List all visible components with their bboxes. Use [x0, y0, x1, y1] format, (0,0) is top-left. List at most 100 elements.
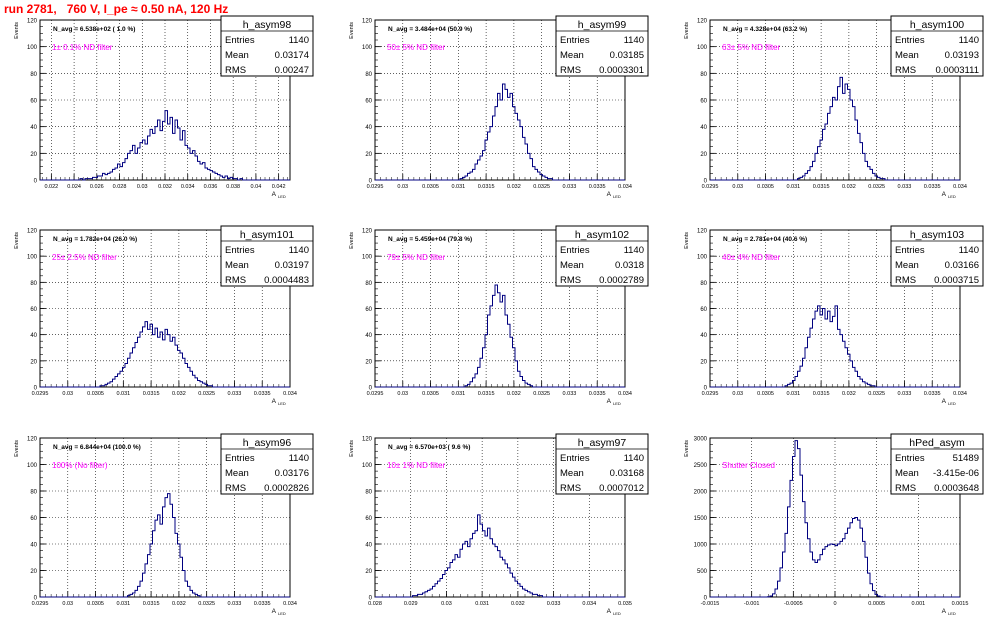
y-axis-title: Events	[684, 440, 690, 457]
stats-key: RMS	[225, 275, 246, 286]
x-tick-label: 0.0325	[198, 391, 215, 397]
y-tick-label: 60	[365, 307, 372, 313]
x-tick-label: 0.031	[786, 391, 800, 397]
x-axis-title-subscript: LED	[278, 611, 286, 616]
n-avg-label: N_avg = 4.328e+04 (63.2 %)	[723, 26, 807, 33]
panel-h_asym98: 0 20 40 60 80 100 120 0.022 0.024 0.026 0.028 0.03 0…	[14, 15, 314, 199]
stats-value: 0.0003111	[936, 65, 980, 76]
y-tick-label: 0	[704, 596, 708, 602]
x-tick-label: 0.034	[283, 391, 297, 397]
x-tick-label: 0.0295	[32, 391, 49, 397]
y-tick-label: 500	[697, 569, 708, 575]
stats-key: Entries	[225, 35, 255, 46]
x-tick-label: 0.032	[511, 601, 525, 607]
y-tick-label: 40	[365, 543, 372, 549]
stats-key: Mean	[895, 50, 919, 61]
x-tick-label: 0.032	[507, 391, 521, 397]
x-tick-label: 0.034	[618, 184, 632, 190]
y-tick-label: 40	[30, 543, 37, 549]
x-tick-label: 0.024	[67, 184, 81, 190]
y-tick-label: 0	[704, 179, 708, 185]
y-tick-label: 80	[365, 72, 372, 78]
y-tick-label: 20	[30, 569, 37, 575]
stats-value: 0.03185	[610, 50, 644, 61]
stats-value: 0.03197	[275, 260, 309, 271]
x-tick-label: 0.0295	[702, 184, 719, 190]
stats-value: 1140	[959, 35, 979, 46]
x-tick-label: 0.033	[228, 601, 242, 607]
y-tick-label: 100	[27, 45, 38, 51]
x-axis-title: A	[272, 191, 277, 198]
stats-key: Entries	[895, 35, 925, 46]
filter-annotation: 63± 5% ND filter	[722, 43, 781, 52]
panel-h_asym99: 0 20 40 60 80 100 120 0.0295 0.03 0.0305 0.031 0.03…	[349, 15, 649, 199]
y-tick-label: 40	[700, 333, 707, 339]
y-tick-label: 20	[365, 359, 372, 365]
stats-title: h_asym100	[910, 19, 964, 31]
stats-key: Entries	[225, 453, 255, 464]
x-tick-label: 0.033	[547, 601, 561, 607]
stats-key: Entries	[895, 453, 925, 464]
y-tick-label: 120	[362, 437, 373, 443]
y-tick-label: 80	[365, 490, 372, 496]
filter-annotation: 50± 5% ND filter	[387, 43, 446, 52]
stats-value: 0.0002789	[599, 275, 644, 286]
y-tick-label: 0	[34, 386, 38, 392]
x-tick-label: 0.042	[272, 184, 286, 190]
x-tick-label: 0.03	[397, 391, 408, 397]
y-axis-title: Events	[349, 440, 355, 457]
x-tick-label: 0.0335	[924, 184, 941, 190]
stats-title: h_asym96	[243, 437, 292, 449]
y-tick-label: 0	[369, 386, 373, 392]
y-tick-label: 20	[365, 152, 372, 158]
stats-key: Entries	[895, 245, 925, 256]
stats-value: 0.00247	[275, 65, 309, 76]
x-tick-label: 0.032	[842, 391, 856, 397]
x-tick-label: 0.031	[786, 184, 800, 190]
y-tick-label: 60	[30, 307, 37, 313]
x-tick-label: 0.0305	[422, 391, 439, 397]
y-tick-label: 60	[700, 307, 707, 313]
y-tick-label: 100	[27, 463, 38, 469]
stats-title: hPed_asym	[909, 437, 965, 449]
stats-key: RMS	[560, 65, 581, 76]
n-avg-label: N_avg = 5.459e+04 (79.8 %)	[388, 236, 472, 243]
y-tick-label: 20	[30, 152, 37, 158]
x-tick-label: 0.0295	[702, 391, 719, 397]
stats-key: RMS	[895, 483, 916, 494]
panel-h_asym97: 0 20 40 60 80 100 120 0.028 0.029 0.03 0.031 0.032 0…	[349, 433, 649, 616]
panel-hPed_asym: 0 500 1000 1500 2000 2500 3000 -0.0015 -0.001 -0.…	[684, 433, 984, 616]
n-avg-label: N_avg = 1.782e+04 (26.0 %)	[53, 236, 137, 243]
x-tick-label: 0.0325	[198, 601, 215, 607]
y-tick-label: 3000	[694, 437, 708, 443]
n-avg-label: N_avg = 6.538e+02 ( 1.0 %)	[53, 26, 135, 33]
y-tick-label: 100	[27, 255, 38, 261]
filter-annotation: 79± 5% ND filter	[387, 253, 446, 262]
stats-title: h_asym102	[575, 229, 629, 241]
stats-value: 51489	[953, 453, 979, 464]
x-tick-label: -0.0005	[784, 601, 803, 607]
stats-key: RMS	[225, 483, 246, 494]
x-tick-label: 0.034	[953, 391, 967, 397]
x-tick-label: 0.03	[62, 601, 73, 607]
x-tick-label: 0.0305	[87, 391, 104, 397]
stats-title: h_asym98	[243, 19, 292, 31]
stats-box	[220, 433, 314, 495]
y-tick-label: 20	[700, 152, 707, 158]
y-tick-label: 20	[365, 569, 372, 575]
stats-value: 0.03168	[610, 468, 644, 479]
stats-key: Mean	[560, 468, 584, 479]
x-tick-label: 0.03	[397, 184, 408, 190]
x-tick-label: 0.0305	[422, 184, 439, 190]
x-tick-label: 0.028	[368, 601, 382, 607]
stats-value: 0.0003648	[934, 483, 979, 494]
panel-h_asym101: 0 20 40 60 80 100 120 0.0295 0.03 0.0305 0.031 0.03…	[14, 225, 314, 406]
stats-box	[220, 225, 314, 287]
histogram-line	[375, 284, 625, 388]
stats-box	[220, 15, 314, 77]
x-axis-title: A	[607, 191, 612, 198]
stats-title: h_asym101	[240, 229, 294, 241]
y-tick-label: 40	[365, 125, 372, 131]
y-tick-label: 20	[700, 359, 707, 365]
x-axis-title: A	[607, 608, 612, 615]
